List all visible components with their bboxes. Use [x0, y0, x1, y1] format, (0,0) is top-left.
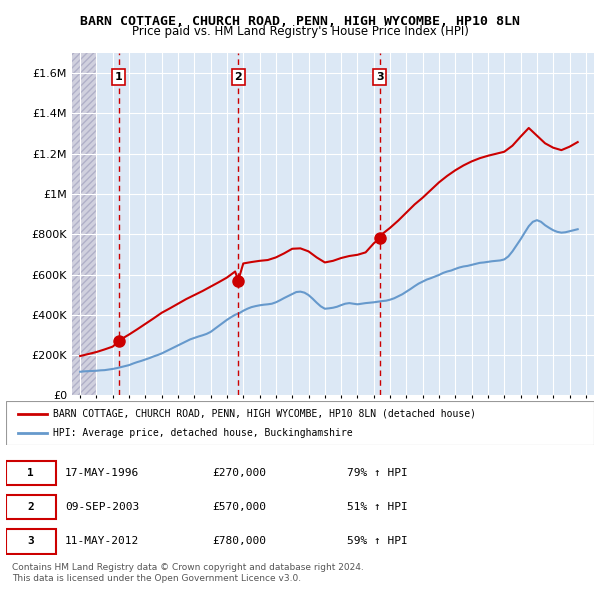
- Text: 51% ↑ HPI: 51% ↑ HPI: [347, 502, 408, 512]
- Text: 2: 2: [28, 502, 34, 512]
- Text: 3: 3: [28, 536, 34, 546]
- FancyBboxPatch shape: [6, 529, 56, 553]
- Text: 1: 1: [28, 468, 34, 478]
- Text: 11-MAY-2012: 11-MAY-2012: [65, 536, 139, 546]
- Bar: [72, 53, 97, 395]
- Text: 17-MAY-1996: 17-MAY-1996: [65, 468, 139, 478]
- Text: 59% ↑ HPI: 59% ↑ HPI: [347, 536, 408, 546]
- FancyBboxPatch shape: [6, 494, 56, 520]
- Text: HPI: Average price, detached house, Buckinghamshire: HPI: Average price, detached house, Buck…: [53, 428, 353, 438]
- Text: 1: 1: [115, 72, 122, 82]
- Text: £780,000: £780,000: [212, 536, 266, 546]
- Text: Price paid vs. HM Land Registry's House Price Index (HPI): Price paid vs. HM Land Registry's House …: [131, 25, 469, 38]
- Text: 3: 3: [376, 72, 383, 82]
- Text: 79% ↑ HPI: 79% ↑ HPI: [347, 468, 408, 478]
- Text: BARN COTTAGE, CHURCH ROAD, PENN, HIGH WYCOMBE, HP10 8LN (detached house): BARN COTTAGE, CHURCH ROAD, PENN, HIGH WY…: [53, 409, 476, 418]
- Text: 2: 2: [235, 72, 242, 82]
- Text: £270,000: £270,000: [212, 468, 266, 478]
- FancyBboxPatch shape: [6, 461, 56, 486]
- Text: 09-SEP-2003: 09-SEP-2003: [65, 502, 139, 512]
- Bar: [72, 53, 97, 395]
- Text: BARN COTTAGE, CHURCH ROAD, PENN, HIGH WYCOMBE, HP10 8LN: BARN COTTAGE, CHURCH ROAD, PENN, HIGH WY…: [80, 15, 520, 28]
- Text: Contains HM Land Registry data © Crown copyright and database right 2024.
This d: Contains HM Land Registry data © Crown c…: [12, 563, 364, 583]
- Text: £570,000: £570,000: [212, 502, 266, 512]
